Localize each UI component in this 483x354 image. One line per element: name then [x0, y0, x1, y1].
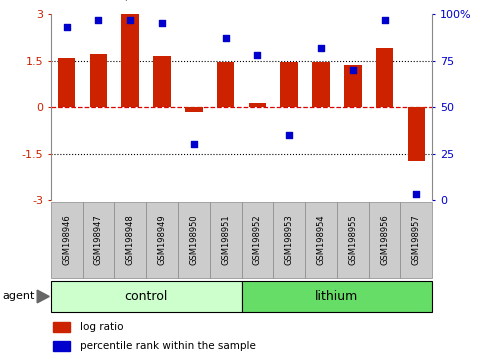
- Bar: [153, 56, 171, 107]
- Bar: [121, 14, 139, 107]
- Point: [222, 35, 229, 41]
- Point: [95, 17, 102, 23]
- Text: lithium: lithium: [315, 290, 358, 303]
- Point: [349, 67, 356, 73]
- Bar: [210, 202, 242, 278]
- Text: GSM198954: GSM198954: [316, 215, 326, 265]
- Bar: [273, 202, 305, 278]
- Bar: [344, 65, 362, 107]
- Text: GSM198950: GSM198950: [189, 215, 199, 265]
- Point: [127, 17, 134, 23]
- Point: [317, 45, 325, 51]
- Bar: [178, 202, 210, 278]
- Bar: [58, 58, 75, 107]
- Bar: [90, 55, 107, 107]
- Text: GSM198949: GSM198949: [157, 215, 167, 265]
- Bar: [305, 202, 337, 278]
- Bar: [376, 48, 393, 107]
- Polygon shape: [37, 290, 49, 303]
- Text: GSM198957: GSM198957: [412, 215, 421, 265]
- Point: [381, 17, 388, 23]
- Bar: [217, 62, 234, 107]
- Bar: [281, 62, 298, 107]
- Bar: [337, 202, 369, 278]
- Point: [285, 132, 293, 138]
- Text: GSM198955: GSM198955: [348, 215, 357, 265]
- Text: percentile rank within the sample: percentile rank within the sample: [80, 341, 256, 351]
- Bar: [242, 202, 273, 278]
- Text: GSM198947: GSM198947: [94, 215, 103, 265]
- Point: [190, 141, 198, 147]
- Text: log ratio: log ratio: [80, 322, 123, 332]
- Bar: [146, 202, 178, 278]
- Text: agent: agent: [2, 291, 35, 302]
- Point: [254, 52, 261, 58]
- Text: GSM198946: GSM198946: [62, 215, 71, 265]
- Bar: [242, 281, 432, 312]
- Bar: [114, 202, 146, 278]
- Text: GSM198953: GSM198953: [284, 215, 294, 265]
- Bar: [83, 202, 114, 278]
- Bar: [51, 281, 242, 312]
- Text: GSM198952: GSM198952: [253, 215, 262, 265]
- Bar: [312, 62, 330, 107]
- Text: GSM198951: GSM198951: [221, 215, 230, 265]
- Bar: [185, 107, 202, 112]
- Bar: [408, 107, 425, 161]
- Bar: [249, 103, 266, 107]
- Text: GSM198948: GSM198948: [126, 215, 135, 265]
- Bar: [369, 202, 400, 278]
- Point: [158, 21, 166, 26]
- Point: [412, 192, 420, 197]
- Text: control: control: [125, 290, 168, 303]
- Text: GDS3140 / 5978: GDS3140 / 5978: [56, 0, 170, 2]
- Bar: [400, 202, 432, 278]
- Point: [63, 24, 71, 30]
- Bar: [51, 202, 83, 278]
- Text: GSM198956: GSM198956: [380, 215, 389, 265]
